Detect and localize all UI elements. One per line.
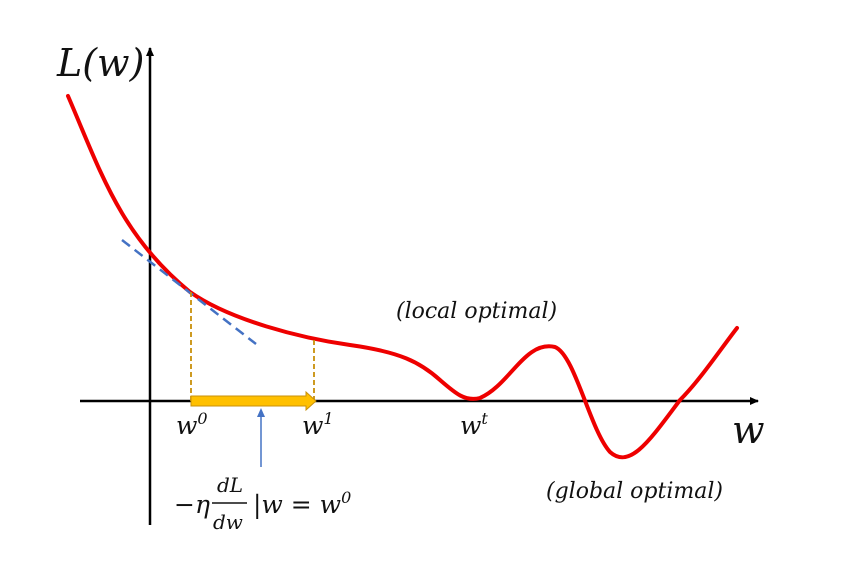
wt-label: wt [460,409,488,440]
svg-text:dw: dw [213,510,243,534]
w1-label: w1 [302,409,334,440]
tangent-line [121,239,257,345]
svg-text:|w = w0: |w = w0 [253,488,351,520]
step-arrow [190,390,317,412]
local-optimal-label: (local optimal) [396,299,557,324]
svg-text:−η: −η [174,490,210,519]
y-axis-label: L(w) [56,41,144,85]
step-formula: −η dL dw |w = w0 [174,473,351,534]
w0-label: w0 [176,409,208,440]
loss-curve [66,94,739,460]
svg-text:dL: dL [217,473,243,497]
global-optimal-label: (global optimal) [546,479,723,504]
x-axis-label: w [732,408,765,452]
